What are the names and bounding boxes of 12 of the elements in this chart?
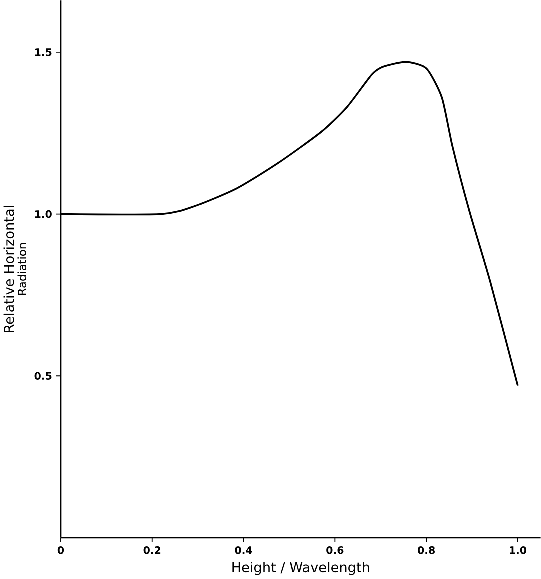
y-axis-title: Relative Horizontal — [4, 206, 14, 332]
x-tick-label: 0.8 — [418, 546, 435, 554]
y-tick-label: 1.5 — [35, 48, 52, 56]
x-tick-label: 0.6 — [326, 546, 344, 554]
y-tick-label: 1.0 — [35, 210, 52, 218]
x-tick-label: 1.0 — [510, 546, 526, 554]
x-tick-label: 0.4 — [234, 546, 252, 554]
x-tick-label: 0.2 — [144, 546, 160, 554]
x-axis-title: Height / Wavelength — [232, 562, 370, 576]
y-tick-label: 0.5 — [34, 372, 52, 380]
x-tick-label: 0 — [58, 546, 64, 554]
text: Radiation — [17, 243, 26, 296]
